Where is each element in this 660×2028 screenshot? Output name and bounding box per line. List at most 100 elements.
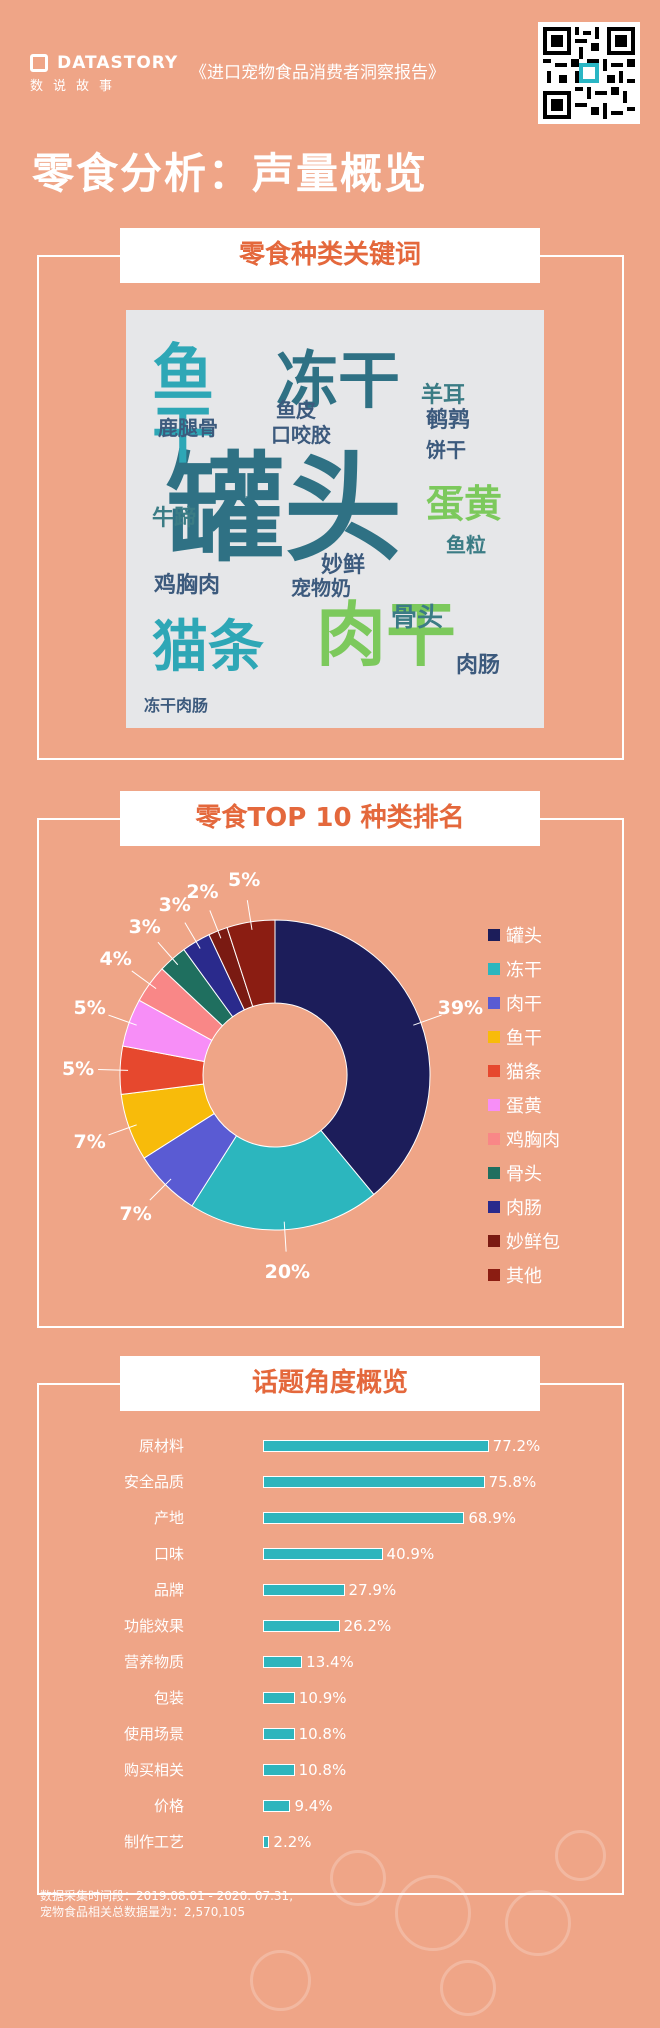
legend-item: 肉肠 [488, 1190, 560, 1224]
wordcloud-word: 鹌鹑 [426, 408, 471, 433]
wordcloud-word: 蛋黄 [426, 482, 503, 526]
donut-leader-line [98, 1068, 129, 1071]
topic-bar-row: 安全品质 75.8% [37, 1468, 624, 1496]
legend-item: 罐头 [488, 918, 560, 952]
wordcloud-word: 猫条 [152, 615, 264, 680]
wordcloud-word: 羊耳 [421, 383, 466, 408]
legend-swatch [488, 1133, 500, 1145]
topics-bar-chart: 原材料 77.2% 安全品质 75.8% 产地 68.9% 口味 40.9% 品牌 27.9% 功能… [37, 1432, 624, 1862]
topic-bar-row: 营养物质 13.4% [37, 1648, 624, 1676]
topic-bar-value: 10.9% [298, 1689, 347, 1707]
topic-bar-label: 价格 [153, 1797, 184, 1815]
topics-section-title: 话题角度概览 [120, 1356, 540, 1411]
topic-bar [263, 1512, 465, 1524]
topic-bar-label: 原材料 [138, 1437, 184, 1455]
wordcloud-word: 罐头 [166, 440, 403, 578]
topic-bar-value: 40.9% [386, 1545, 435, 1563]
legend-item: 鱼干 [488, 1020, 560, 1054]
topic-bar-value: 10.8% [298, 1761, 347, 1779]
wordcloud-word: 鸡胸肉 [154, 573, 221, 598]
topic-bar-row: 制作工艺 2.2% [37, 1828, 624, 1856]
legend-item: 鸡胸肉 [488, 1122, 560, 1156]
legend-item: 妙鲜包 [488, 1224, 560, 1258]
donut-percent-label: 39% [437, 997, 484, 1020]
legend-swatch [488, 997, 500, 1009]
decor-circle-icon [505, 1890, 571, 1956]
donut-percent-label: 7% [73, 1130, 106, 1153]
topic-bar [263, 1728, 295, 1740]
topic-bar [263, 1548, 383, 1560]
wordcloud-word: 冻干 [276, 344, 401, 417]
wordcloud-word: 鱼粒 [446, 533, 486, 557]
topic-bar-value: 2.2% [273, 1833, 312, 1851]
donut-slice [226, 919, 276, 1008]
donut-percent-label: 4% [99, 948, 132, 971]
qr-code-graphic [543, 27, 635, 119]
legend-swatch [488, 1201, 500, 1213]
legend-swatch [488, 1065, 500, 1077]
topic-bar-label: 品牌 [153, 1581, 184, 1599]
keywords-section-title: 零食种类关键词 [120, 228, 540, 283]
legend-swatch [488, 929, 500, 941]
wordcloud-word: 妙鲜 [321, 553, 366, 578]
donut-leader-line [184, 922, 201, 949]
donut-percent-label: 5% [61, 1057, 95, 1080]
ranking-donut-chart [98, 900, 442, 1252]
legend-item: 冻干 [488, 952, 560, 986]
wordcloud-word: 鱼干 [141, 340, 214, 464]
report-title: 《进口宠物食品消费者洞察报告》 [190, 63, 445, 83]
topic-bar-row: 品牌 27.9% [37, 1576, 624, 1604]
donut-slice [191, 1129, 375, 1231]
topic-bar-label: 口味 [153, 1545, 184, 1563]
topic-bar-label: 制作工艺 [123, 1833, 184, 1851]
legend-label: 猫条 [506, 1062, 542, 1083]
legend-label: 鸡胸肉 [506, 1130, 560, 1151]
decor-circle-icon [440, 1960, 496, 2016]
wordcloud-word: 牛蹄 [152, 506, 197, 531]
topic-bar-label: 营养物质 [123, 1653, 184, 1671]
donut-leader-line [149, 1178, 172, 1201]
legend-swatch [488, 963, 500, 975]
topic-bar-row: 原材料 77.2% [37, 1432, 624, 1460]
topic-bar-value: 75.8% [488, 1473, 537, 1491]
legend-label: 骨头 [506, 1164, 542, 1185]
topic-bar-value: 68.9% [468, 1509, 517, 1527]
topic-bar [263, 1620, 340, 1632]
decor-circle-icon [330, 1850, 386, 1906]
data-period-text: 数据采集时间段：2019.08.01 - 2020. 07.31, [40, 1889, 294, 1903]
topic-bar-label: 安全品质 [123, 1473, 184, 1491]
topic-bar-value: 9.4% [294, 1797, 333, 1815]
legend-item: 肉干 [488, 986, 560, 1020]
topic-bar-row: 口味 40.9% [37, 1540, 624, 1568]
topic-bar-label: 功能效果 [123, 1617, 184, 1635]
wordcloud-word: 鹿腿骨 [158, 416, 218, 440]
topic-bar [263, 1836, 270, 1848]
legend-label: 肉干 [506, 994, 542, 1015]
topic-bar [263, 1764, 295, 1776]
topic-bar-label: 包装 [153, 1689, 184, 1707]
wordcloud-word: 鱼皮 [276, 398, 316, 422]
donut-leader-line [246, 900, 253, 930]
legend-item: 蛋黄 [488, 1088, 560, 1122]
topic-bar [263, 1656, 303, 1668]
legend-item: 其他 [488, 1258, 560, 1292]
topic-bar-row: 包装 10.9% [37, 1684, 624, 1712]
wordcloud-word: 宠物奶 [291, 576, 351, 600]
legend-label: 鱼干 [506, 1028, 542, 1049]
page-title: 零食分析：声量概览 [32, 149, 429, 198]
data-source-note: 数据采集时间段：2019.08.01 - 2020. 07.31, 宠物食品相关… [40, 1888, 293, 1920]
legend-label: 罐头 [506, 926, 542, 947]
decor-circle-icon [250, 1950, 311, 2011]
legend-label: 妙鲜包 [506, 1232, 560, 1253]
wordcloud-word: 口咬胶 [271, 423, 331, 447]
logo-text: DATASTORY [57, 52, 179, 73]
topic-bar-row: 使用场景 10.8% [37, 1720, 624, 1748]
topic-bar [263, 1440, 489, 1452]
wordcloud-word: 肉干 [316, 594, 456, 676]
topic-bar-value: 13.4% [306, 1653, 354, 1671]
donut-leader-line [283, 1221, 287, 1252]
legend-item: 猫条 [488, 1054, 560, 1088]
donut-leader-line [209, 910, 222, 939]
donut-leader-line [413, 1014, 442, 1026]
wordcloud-word: 饼干 [426, 438, 466, 462]
